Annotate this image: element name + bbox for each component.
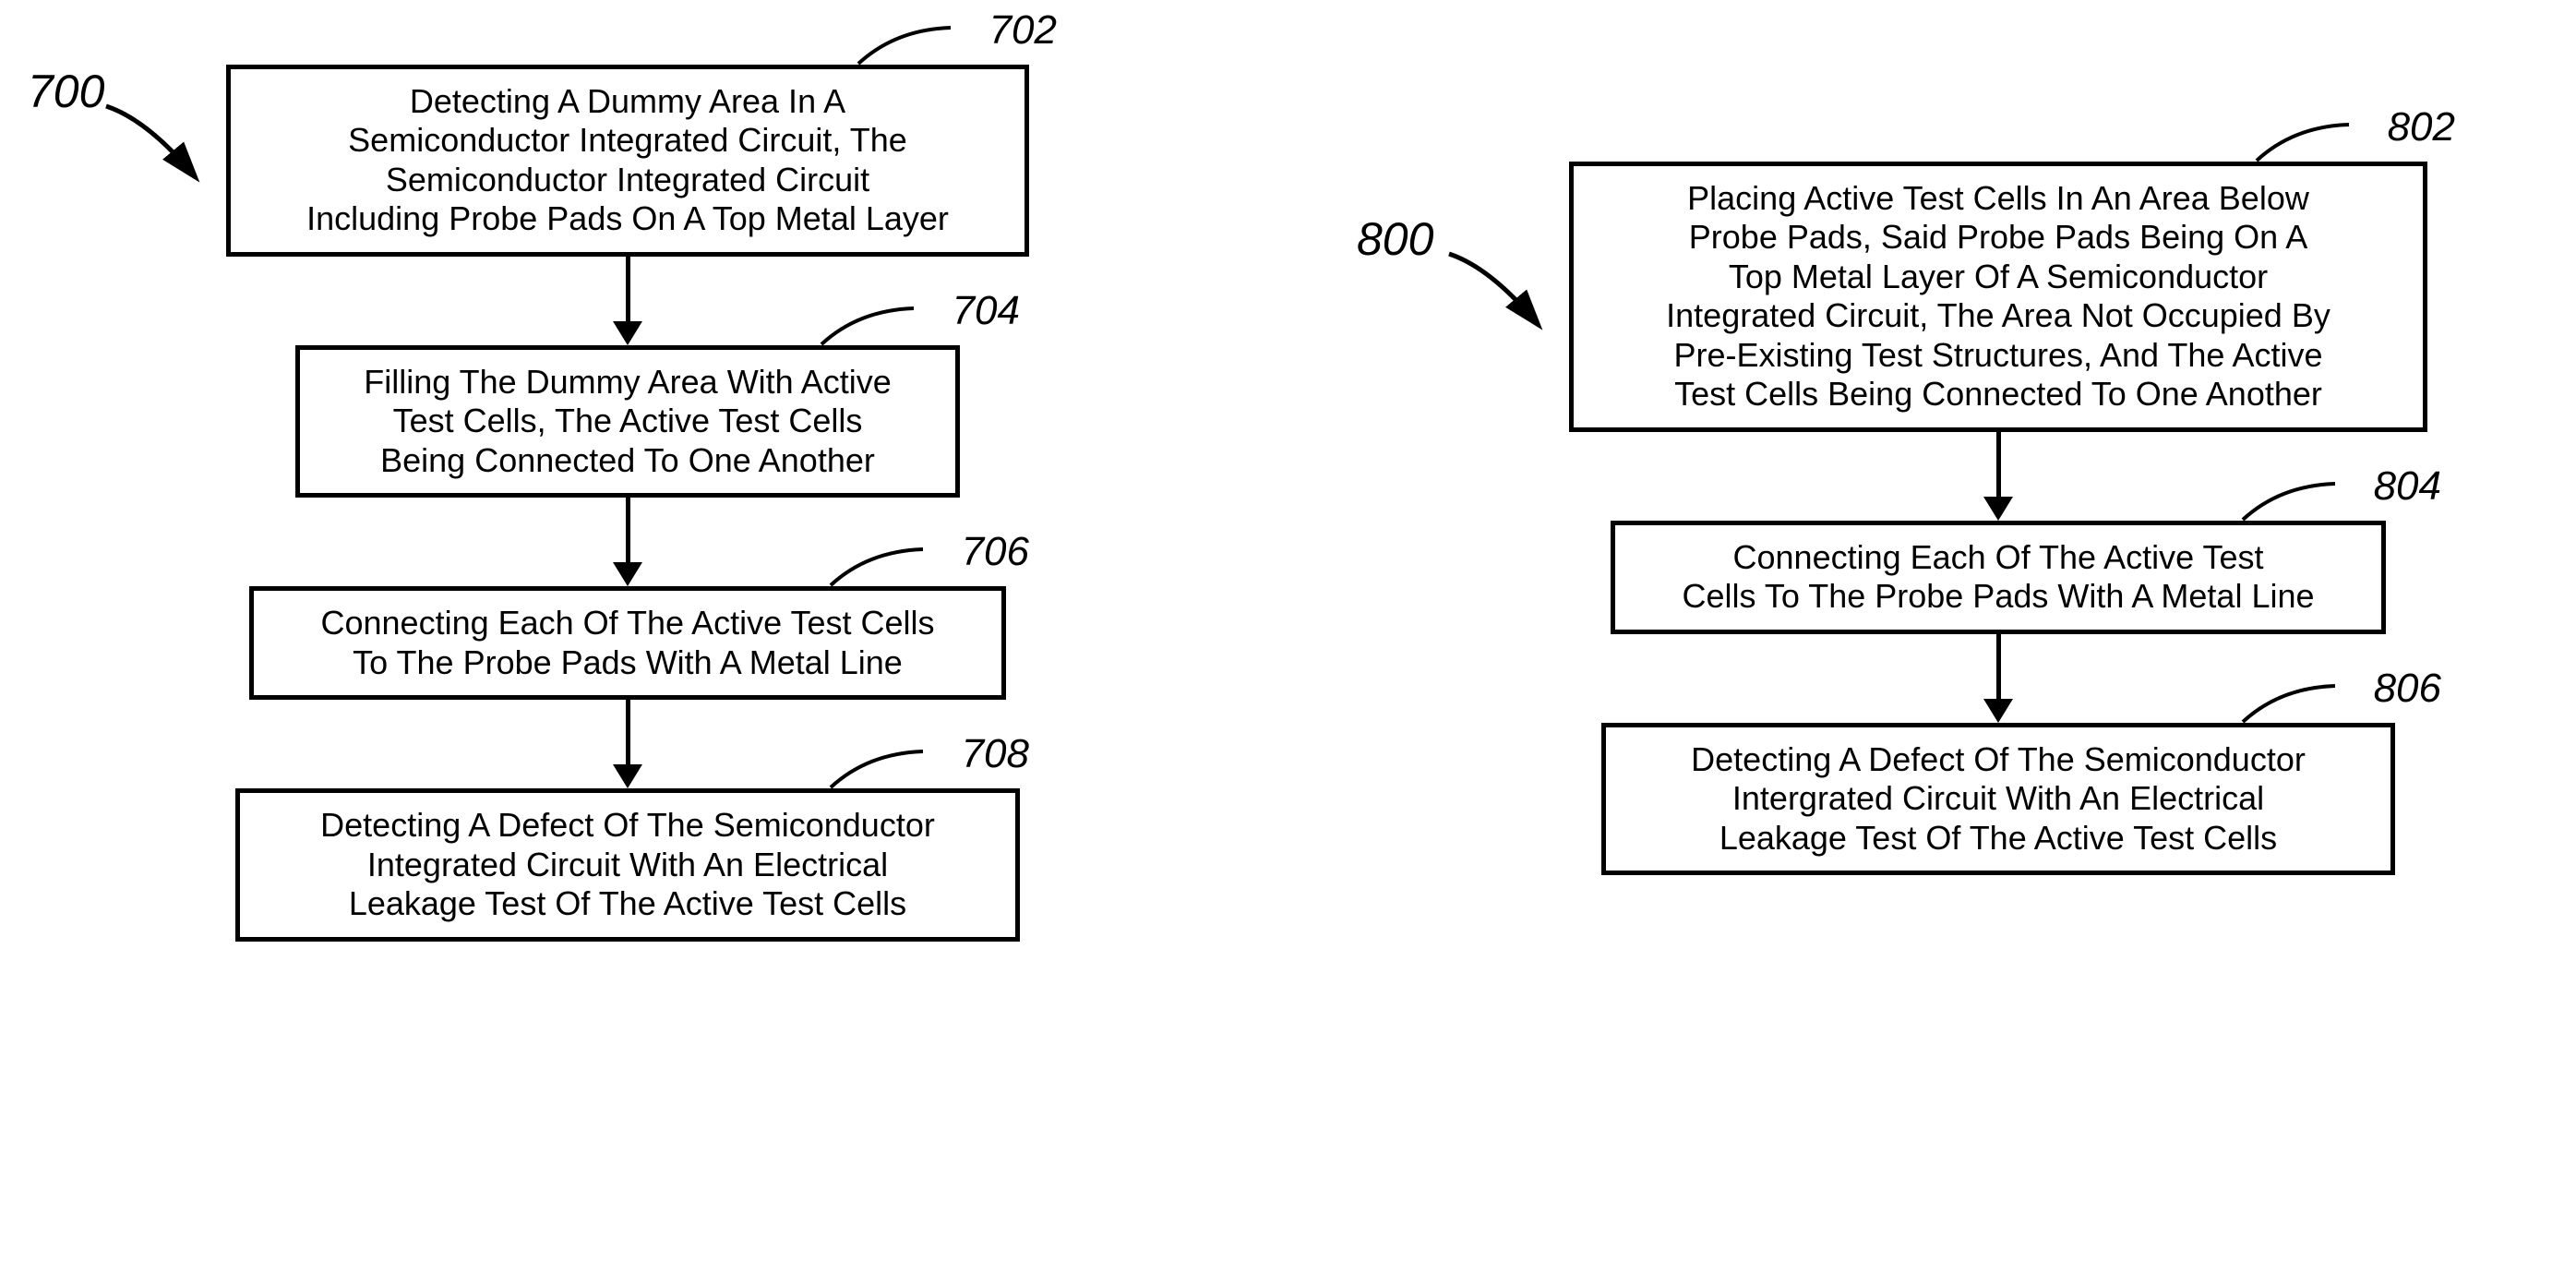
flow-arrow bbox=[613, 700, 642, 788]
flow-arrow bbox=[613, 257, 642, 345]
ref-curve-806 bbox=[2238, 680, 2340, 727]
flow-box-708: Detecting A Defect Of The SemiconductorI… bbox=[235, 788, 1020, 941]
ref-label-704: 704 bbox=[953, 288, 1020, 334]
diagram-label-left: 700 bbox=[28, 65, 104, 118]
flow-arrow bbox=[613, 498, 642, 586]
ref-curve-702 bbox=[854, 22, 955, 68]
ref-label-806: 806 bbox=[2374, 666, 2441, 712]
ref-curve-704 bbox=[817, 303, 918, 349]
flow-box-806: Detecting A Defect Of The SemiconductorI… bbox=[1601, 723, 2395, 875]
flow-arrow bbox=[1983, 432, 2013, 521]
flow-box-706: Connecting Each Of The Active Test Cells… bbox=[249, 586, 1006, 700]
ref-label-702: 702 bbox=[989, 7, 1057, 54]
ref-label-804: 804 bbox=[2374, 463, 2441, 510]
ref-label-706: 706 bbox=[962, 529, 1029, 575]
diagram-arrow-left bbox=[97, 97, 217, 198]
ref-curve-802 bbox=[2252, 119, 2354, 165]
ref-label-708: 708 bbox=[962, 731, 1029, 777]
flowchart-left: 702 Detecting A Dummy Area In ASemicondu… bbox=[226, 65, 1029, 942]
flow-box-804: Connecting Each Of The Active TestCells … bbox=[1611, 521, 2386, 634]
diagram-label-right: 800 bbox=[1357, 212, 1433, 266]
ref-curve-804 bbox=[2238, 478, 2340, 524]
ref-curve-706 bbox=[826, 544, 928, 590]
ref-curve-708 bbox=[826, 746, 928, 792]
diagram-arrow-right bbox=[1440, 245, 1560, 346]
flow-box-702: Detecting A Dummy Area In ASemiconductor… bbox=[226, 65, 1029, 257]
flow-box-802: Placing Active Test Cells In An Area Bel… bbox=[1569, 162, 2427, 432]
flowchart-right: 802 Placing Active Test Cells In An Area… bbox=[1569, 162, 2427, 875]
ref-label-802: 802 bbox=[2388, 104, 2455, 150]
flow-box-704: Filling The Dummy Area With ActiveTest C… bbox=[295, 345, 960, 498]
flow-arrow bbox=[1983, 634, 2013, 723]
